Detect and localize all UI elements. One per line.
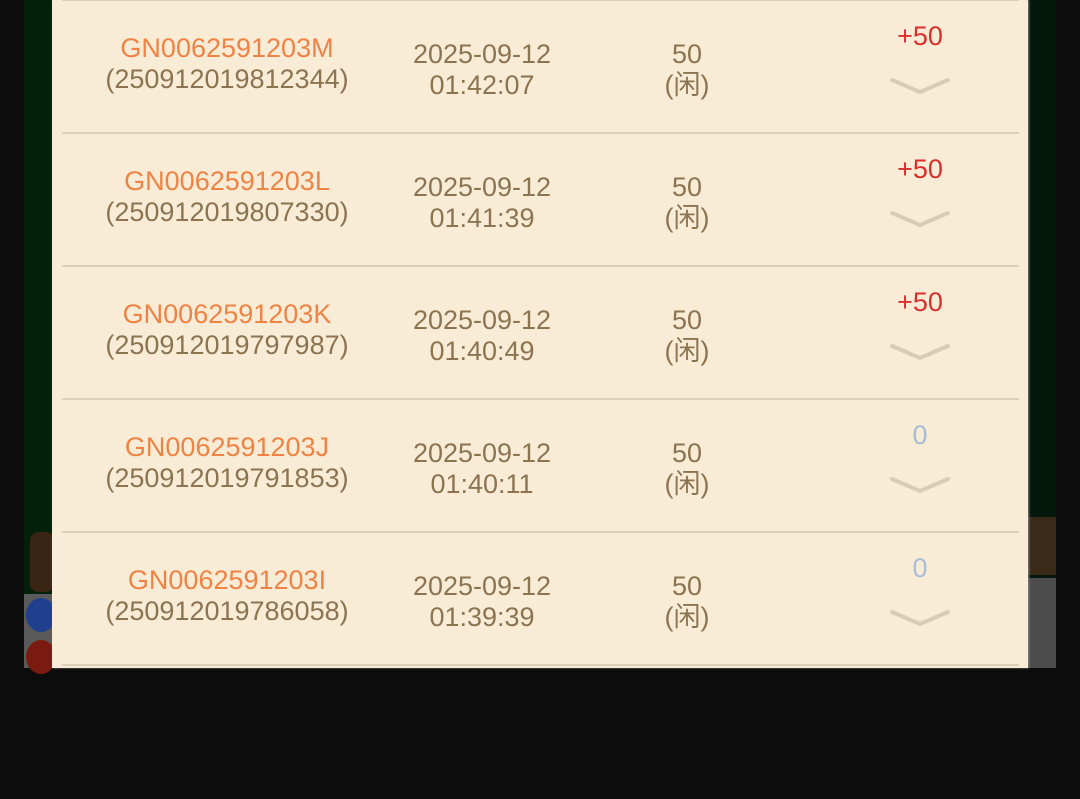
bet-record-row[interactable]: GN0062591203K (250912019797987) 2025-09-… xyxy=(62,265,1019,400)
player-marker-icon xyxy=(26,598,56,632)
order-number: (250912019786058) xyxy=(105,596,349,626)
chevron-down-icon[interactable] xyxy=(890,76,950,96)
background-roadmap xyxy=(1026,578,1056,668)
chevron-down-icon[interactable] xyxy=(890,475,950,495)
chevron-down-icon[interactable] xyxy=(890,209,950,229)
bet-time: 01:40:11 xyxy=(430,469,534,499)
bet-time: 01:42:07 xyxy=(429,70,535,100)
bet-history-panel: GN0062591203M (250912019812344) 2025-09-… xyxy=(52,0,1028,668)
bet-date: 2025-09-12 xyxy=(412,438,552,468)
bet-date: 2025-09-12 xyxy=(412,39,552,69)
bet-side: (闲) xyxy=(664,70,710,100)
game-id: GN0062591203M xyxy=(120,33,334,63)
chevron-down-icon[interactable] xyxy=(890,342,950,362)
bet-record-row[interactable]: GN0062591203L (250912019807330) 2025-09-… xyxy=(62,132,1019,267)
bet-date: 2025-09-12 xyxy=(412,305,552,335)
bet-record-row[interactable]: GN0062591203I (250912019786058) 2025-09-… xyxy=(62,531,1019,666)
bet-amount: 50 xyxy=(671,39,703,69)
bet-amount: 50 xyxy=(671,438,703,468)
bet-record-row[interactable]: GN0062591203J (250912019791853) 2025-09-… xyxy=(62,398,1019,533)
bet-side: (闲) xyxy=(664,203,710,233)
background-game-left xyxy=(24,0,56,674)
win-loss-amount: +50 xyxy=(897,154,943,184)
win-loss-amount: +50 xyxy=(897,21,943,51)
background-button xyxy=(30,532,54,592)
background-button xyxy=(1026,517,1056,575)
bet-side: (闲) xyxy=(664,602,710,632)
order-number: (250912019807330) xyxy=(105,197,349,227)
game-id: GN0062591203J xyxy=(124,432,330,462)
bet-side: (闲) xyxy=(664,469,710,499)
bet-date: 2025-09-12 xyxy=(412,571,552,601)
bet-amount: 50 xyxy=(671,305,703,335)
game-id: GN0062591203L xyxy=(124,166,330,196)
order-number: (250912019797987) xyxy=(105,330,349,360)
game-id: GN0062591203I xyxy=(127,565,327,595)
bet-amount: 50 xyxy=(671,172,703,202)
order-number: (250912019791853) xyxy=(105,463,349,493)
win-loss-amount: 0 xyxy=(912,553,928,583)
bet-record-row[interactable]: GN0062591203M (250912019812344) 2025-09-… xyxy=(62,0,1019,134)
bet-time: 01:39:39 xyxy=(429,602,535,632)
chevron-down-icon[interactable] xyxy=(890,608,950,628)
bet-amount: 50 xyxy=(671,571,703,601)
row-divider xyxy=(62,664,1019,799)
bet-side: (闲) xyxy=(664,336,710,366)
background-game-right xyxy=(1026,0,1056,668)
order-number: (250912019812344) xyxy=(105,64,349,94)
bet-date: 2025-09-12 xyxy=(412,172,552,202)
win-loss-amount: +50 xyxy=(897,287,943,317)
win-loss-amount: 0 xyxy=(912,420,928,450)
game-id: GN0062591203K xyxy=(122,299,332,329)
bet-time: 01:40:49 xyxy=(429,336,535,366)
bet-time: 01:41:39 xyxy=(429,203,535,233)
